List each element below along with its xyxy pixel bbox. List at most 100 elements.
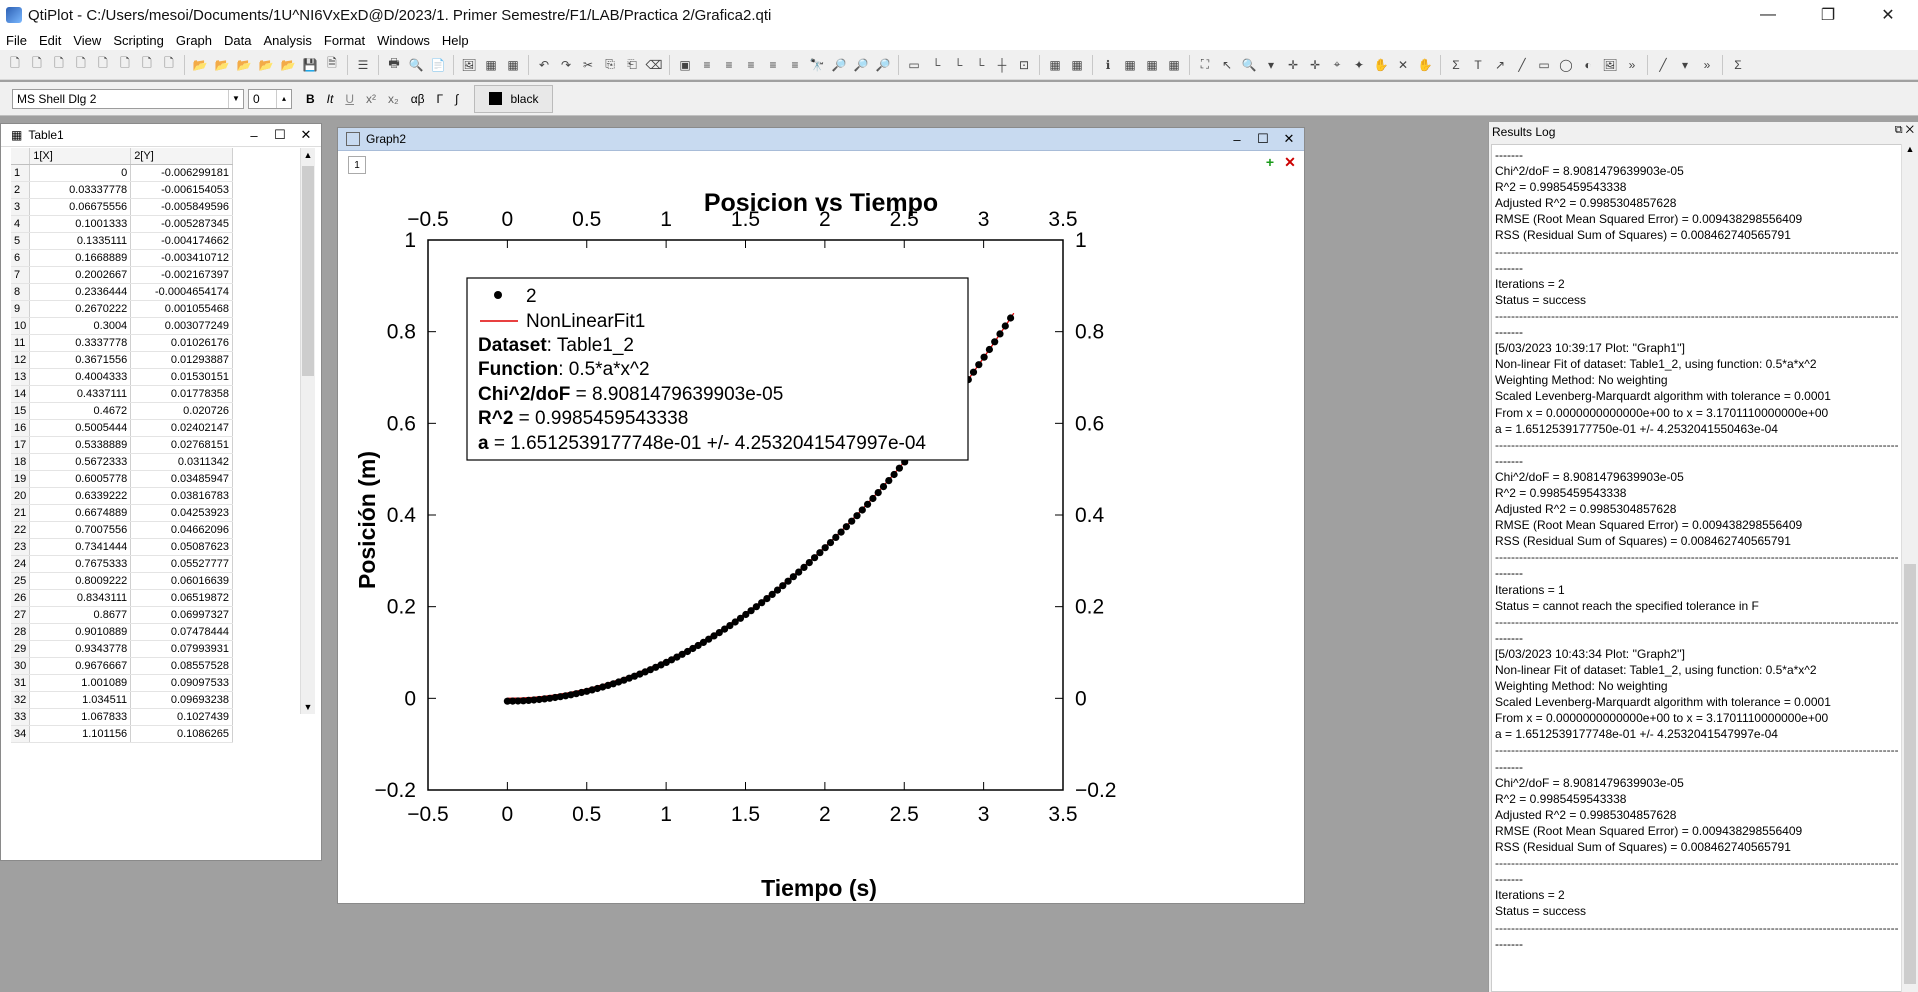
frame-icon[interactable]: ⊡ [1018,57,1030,72]
text-color-button[interactable]: black [474,84,554,113]
row-number[interactable]: 31 [11,674,31,692]
row-number[interactable]: 22 [11,521,31,539]
cell-y[interactable]: 0.07993931 [130,640,233,658]
cell-x[interactable]: 0.8009222 [29,572,132,590]
row-number[interactable]: 2 [11,181,31,199]
subscript-button[interactable]: x₂ [388,91,399,106]
cell-y[interactable]: -0.005287345 [130,215,233,233]
new-table-icon[interactable]: 🗋 [32,56,42,70]
cell-y[interactable]: -0.003410712 [130,249,233,267]
table-row[interactable]: 22 0.7007556 0.04662096 [11,521,233,539]
save-icon[interactable]: 💾 [302,57,318,72]
table-row[interactable]: 33 1.067833 0.1027439 [11,708,233,726]
line-icon[interactable]: ╱ [1518,57,1526,72]
menu-help[interactable]: Help [441,32,469,48]
results-log-scrollbar[interactable]: ▲ [1901,144,1918,992]
cell-x[interactable]: 0.3337778 [29,334,132,352]
table-row[interactable]: 1 0 -0.006299181 [11,164,233,182]
row-number[interactable]: 12 [11,351,31,369]
menu-view[interactable]: View [73,32,102,48]
graph-window-titlebar[interactable]: Graph2 – ☐ ✕ [338,128,1304,151]
scroll-thumb[interactable] [302,166,314,376]
mdi-minimize-button[interactable]: – [250,127,258,143]
row-number[interactable]: 21 [11,504,31,522]
pointer-icon[interactable]: ↖ [1221,57,1233,72]
cell-y[interactable]: 0.06519872 [130,589,233,607]
export-pdf-icon[interactable]: 📄 [430,57,446,72]
cell-x[interactable]: 0.8677 [29,606,132,624]
cell-y[interactable]: -0.0004654174 [130,283,233,301]
mdi-close-button[interactable]: ✕ [300,127,312,142]
column-header-x[interactable]: 1[X] [29,148,132,165]
cell-x[interactable]: 0.4672 [29,402,132,420]
table-row[interactable]: 12 0.3671556 0.01293887 [11,351,233,369]
cell-y[interactable]: -0.005849596 [130,198,233,216]
cell-x[interactable]: 0.2002667 [29,266,132,284]
cell-x[interactable]: 0.06675556 [29,198,132,216]
pan-icon[interactable]: ✋ [1373,57,1389,72]
scroll-up-icon[interactable]: ▲ [1905,144,1915,154]
select-icon[interactable]: ⛶ [1200,57,1210,71]
print-preview-icon[interactable]: 🔍 [408,57,424,72]
line-style-icon[interactable]: ╱ [1659,57,1667,72]
row-number[interactable]: 11 [11,334,31,352]
axis3-icon[interactable]: └ [975,57,985,72]
table-row[interactable]: 19 0.6005778 0.03485947 [11,470,233,488]
table-row[interactable]: 31 1.001089 0.09097533 [11,674,233,692]
zoom-icon[interactable]: 🔎 [875,57,891,72]
menu-data[interactable]: Data [224,32,252,48]
cell-y[interactable]: 0.020726 [130,402,233,420]
dock-buttons[interactable]: ⧉ ✕ [1894,124,1914,136]
image-insert-icon[interactable]: 🖼 [1602,57,1618,72]
set-y-icon[interactable]: ≡ [747,57,755,72]
menu-format[interactable]: Format [323,32,366,48]
cell-x[interactable]: 0.3671556 [29,351,132,369]
row-number[interactable]: 9 [11,300,31,318]
table-row[interactable]: 20 0.6339222 0.03816783 [11,487,233,505]
row-number[interactable]: 16 [11,419,31,437]
cell-x[interactable]: 0.5672333 [29,453,132,471]
cell-y[interactable]: 0.1027439 [130,708,233,726]
cell-y[interactable]: 0.02402147 [130,419,233,437]
cell-x[interactable]: 0.9343778 [29,640,132,658]
layer-icon[interactable]: ▭ [908,57,920,72]
set-err-icon[interactable]: ≡ [791,57,799,72]
table-row[interactable]: 4 0.1001333 -0.005287345 [11,215,233,233]
cut-icon[interactable]: ✂ [582,57,594,72]
screen-reader-icon[interactable]: ✛ [1309,57,1321,72]
column-icon[interactable]: ▣ [679,57,691,72]
table-row[interactable]: 23 0.7341444 0.05087623 [11,538,233,556]
cell-y[interactable]: 0.04662096 [130,521,233,539]
data-tool2-icon[interactable]: ▦ [1146,57,1158,72]
save-as-icon[interactable]: 🗎 [327,56,337,70]
new-note-icon[interactable]: 🗋 [76,56,86,70]
open-icon[interactable]: 📂 [192,57,208,72]
axis2-icon[interactable]: └ [953,57,963,72]
drag-icon[interactable]: ✋ [1417,57,1433,72]
cell-y[interactable]: 0.01026176 [130,334,233,352]
cell-y[interactable]: 0.05527777 [130,555,233,573]
cell-x[interactable]: 0.1335111 [29,232,132,250]
row-number[interactable]: 32 [11,691,31,709]
row-number[interactable]: 6 [11,249,31,267]
zoom-tool-icon[interactable]: 🔍 [1241,57,1257,72]
new-graph-icon[interactable]: 🗋 [98,56,108,70]
cell-y[interactable]: 0.001055468 [130,300,233,318]
cell-x[interactable]: 0.2336444 [29,283,132,301]
sum2-icon[interactable]: Σ [1734,57,1742,72]
row-number[interactable]: 28 [11,623,31,641]
gamma-button[interactable]: Γ [436,91,444,106]
cell-x[interactable]: 0.3004 [29,317,132,335]
table-row[interactable]: 2 0.03337778 -0.006154053 [11,181,233,199]
menu-file[interactable]: File [6,32,27,48]
cell-x[interactable]: 0.2670222 [29,300,132,318]
row-number[interactable]: 26 [11,589,31,607]
scroll-down-icon[interactable]: ▼ [303,702,313,712]
row-number[interactable]: 25 [11,572,31,590]
cell-y[interactable]: 0.08557528 [130,657,233,675]
zoom-out-icon[interactable]: 🔎 [853,57,869,72]
cell-y[interactable]: 0.06997327 [130,606,233,624]
table-row[interactable]: 27 0.8677 0.06997327 [11,606,233,624]
row-number[interactable]: 15 [11,402,31,420]
new-project-icon[interactable]: 🗋 [10,56,20,70]
